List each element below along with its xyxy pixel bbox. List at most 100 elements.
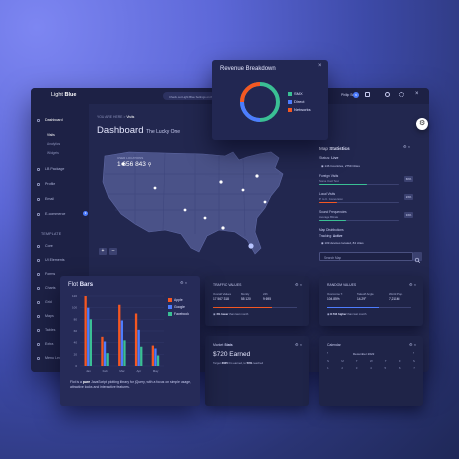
settings-gear-button[interactable]: ⚙: [416, 118, 428, 130]
email-badge: 9: [83, 211, 88, 216]
sound-freq-pct: 34%: [404, 212, 413, 218]
search-map-input[interactable]: Search Map: [319, 252, 413, 261]
random-note: ◉ 8.734 higher than last month: [327, 312, 367, 316]
legend-google: Google: [168, 305, 185, 309]
sidebar-item-profile[interactable]: Profile: [37, 182, 55, 186]
y-tick-label: 100: [72, 306, 77, 310]
revenue-donut[interactable]: [238, 80, 282, 124]
random-title: RANDOM VALUES: [327, 283, 357, 287]
page-title: Dashboard The Lucky One: [97, 125, 181, 136]
map-pin-icon: ⚲: [147, 162, 152, 168]
random-col-0: Overcome T. 104.85%: [327, 292, 343, 301]
revenue-title: Revenue Breakdown: [220, 66, 276, 72]
traffic-bar-fill: [213, 307, 272, 309]
home-icon: [37, 118, 40, 122]
tracking-line: Tracking: Active: [319, 234, 343, 238]
countries-line: ◉ 146 Countries, 2759 Cities: [321, 164, 360, 168]
notification-badge[interactable]: 9: [353, 92, 359, 98]
app-logo[interactable]: Light Blue: [51, 92, 77, 98]
card-controls[interactable]: ⚙ ×: [409, 342, 417, 347]
sidebar-item-tables[interactable]: Tables: [37, 328, 55, 332]
bar-apple-apr: [134, 313, 138, 366]
power-icon[interactable]: [385, 92, 390, 97]
card-controls[interactable]: ⚙ ×: [409, 282, 417, 287]
location-markers: [121, 162, 267, 249]
devices-line: ◉ 109 devices located, 84 cities: [321, 241, 364, 245]
close-icon[interactable]: ×: [318, 63, 322, 69]
sidebar-item-charts[interactable]: Charts: [37, 286, 56, 290]
user-name[interactable]: Philip Smith: [341, 93, 359, 97]
market-stats-card: Market Stats ⚙ × $720 Earned Target 3025…: [205, 336, 309, 406]
y-tick-label: 120: [72, 294, 77, 298]
legend-swatch: [168, 305, 172, 309]
local-visits-pct: 23%: [404, 194, 413, 200]
bar-google-mar: [120, 320, 123, 366]
sidebar-item-extra[interactable]: Extra: [37, 342, 53, 346]
foreign-visits-sub: Some Cool Text: [319, 179, 339, 183]
tables-icon: [37, 328, 40, 332]
y-tick-label: 20: [74, 352, 78, 356]
card-controls[interactable]: ⚙ ×: [180, 280, 188, 285]
usa-map[interactable]: [95, 144, 301, 262]
grid-icon: [37, 300, 40, 304]
sidebar-item-ecommerce[interactable]: E-commerce: [37, 212, 65, 216]
x-tick-label: Apr: [136, 369, 141, 373]
traffic-col-2: 24h 9 695: [263, 292, 271, 301]
sidebar-item-grid[interactable]: Grid: [37, 300, 52, 304]
forms-icon: [37, 272, 40, 276]
y-tick-label: 40: [74, 341, 78, 345]
sidebar-item-forms[interactable]: Forms: [37, 272, 55, 276]
legend-swatch: [288, 100, 292, 104]
y-tick-label: 0: [75, 364, 77, 368]
sidebar-sub-widgets[interactable]: Widgets: [47, 151, 59, 155]
bar-facebook-feb: [106, 353, 109, 366]
sidebar-item-dashboard[interactable]: Dashboard: [37, 118, 63, 122]
foreign-visits-bar-fill: [319, 184, 367, 186]
market-title: Market Stats: [213, 343, 233, 347]
calendar-month: December 2022: [353, 352, 375, 356]
device-icon: ◉: [321, 241, 324, 245]
foreign-visits-pct: 60%: [404, 176, 413, 182]
maps-icon: [37, 314, 40, 318]
card-controls[interactable]: ⚙ ×: [295, 282, 303, 287]
bar-facebook-jan: [89, 319, 92, 366]
sidebar-sub-analytics[interactable]: Analytics: [47, 142, 61, 146]
settings-notice[interactable]: Check out Light Blue Settings on the rig…: [163, 92, 215, 100]
gear-icon[interactable]: [399, 92, 404, 97]
flot-bar-chart[interactable]: 0 20 40 60 80 100 120 Jan Feb Mar Apr May: [64, 292, 196, 376]
sidebar-sub-visits[interactable]: Visits: [47, 133, 55, 137]
legend-smx: SMX: [288, 91, 303, 96]
revenue-breakdown-card: Revenue Breakdown × SMX Direct Networks: [212, 60, 328, 140]
legend-swatch: [168, 298, 172, 302]
gear-icon: ⚙: [419, 120, 426, 127]
messages-icon[interactable]: [365, 92, 370, 97]
sidebar-item-ui-elements[interactable]: UI Elements: [37, 258, 65, 262]
sidebar-item-maps[interactable]: Maps: [37, 314, 54, 318]
legend-swatch: [168, 312, 172, 316]
sound-freq-label: Sound Frequencies: [319, 210, 347, 214]
market-value: $720 Earned: [213, 351, 251, 358]
card-controls[interactable]: ⚙ ×: [295, 342, 303, 347]
bar-google-apr: [137, 329, 140, 366]
sidebar-item-core[interactable]: Core: [37, 244, 53, 248]
user-icon: [37, 182, 40, 186]
sidebar-item-menu-levels[interactable]: Menu Levels: [37, 356, 65, 360]
user-locations-label: USER LOCATIONS: [117, 156, 144, 160]
next-month-button[interactable]: ›: [413, 351, 415, 355]
map-distributions: Map Distributions: [319, 228, 344, 232]
zoom-in-button[interactable]: +: [99, 248, 107, 255]
zoom-out-button[interactable]: –: [109, 248, 117, 255]
y-tick-label: 60: [74, 329, 78, 333]
ui-icon: [37, 258, 40, 262]
sidebar-item-lb-package[interactable]: LB Package: [37, 167, 64, 171]
sidebar-item-email[interactable]: Email: [37, 197, 54, 201]
sound-freq-sub: Average Bitrate: [319, 215, 339, 219]
panel-controls[interactable]: ⚙ ×: [403, 144, 411, 149]
search-map-button[interactable]: [413, 252, 422, 264]
mail-icon: [37, 197, 40, 201]
plot-description: Flot is a pure JavaScript plotting libra…: [70, 380, 191, 389]
prev-month-button[interactable]: ‹: [327, 351, 329, 355]
close-icon[interactable]: ×: [415, 90, 419, 97]
